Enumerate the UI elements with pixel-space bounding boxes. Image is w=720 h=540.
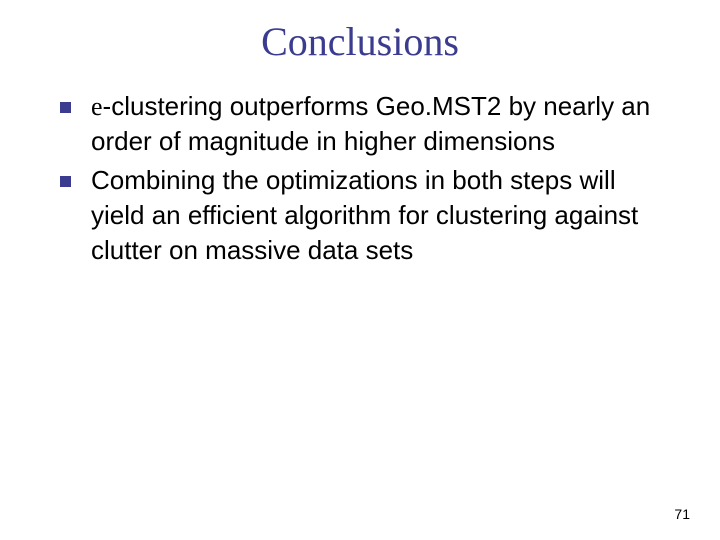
- square-bullet-icon: [60, 176, 71, 187]
- square-bullet-icon: [60, 102, 71, 113]
- bullet-text: Combining the optimizations in both step…: [91, 163, 660, 268]
- bullet-item: e-clustering outperforms Geo.MST2 by nea…: [50, 89, 660, 159]
- bullet-list: e-clustering outperforms Geo.MST2 by nea…: [50, 89, 670, 268]
- bullet-text-content: -clustering outperforms Geo.MST2 by near…: [91, 91, 650, 156]
- slide-title: Conclusions: [50, 18, 670, 65]
- bullet-text: e-clustering outperforms Geo.MST2 by nea…: [91, 89, 660, 159]
- page-number: 71: [674, 506, 690, 522]
- slide-container: Conclusions e-clustering outperforms Geo…: [0, 0, 720, 540]
- bullet-item: Combining the optimizations in both step…: [50, 163, 660, 268]
